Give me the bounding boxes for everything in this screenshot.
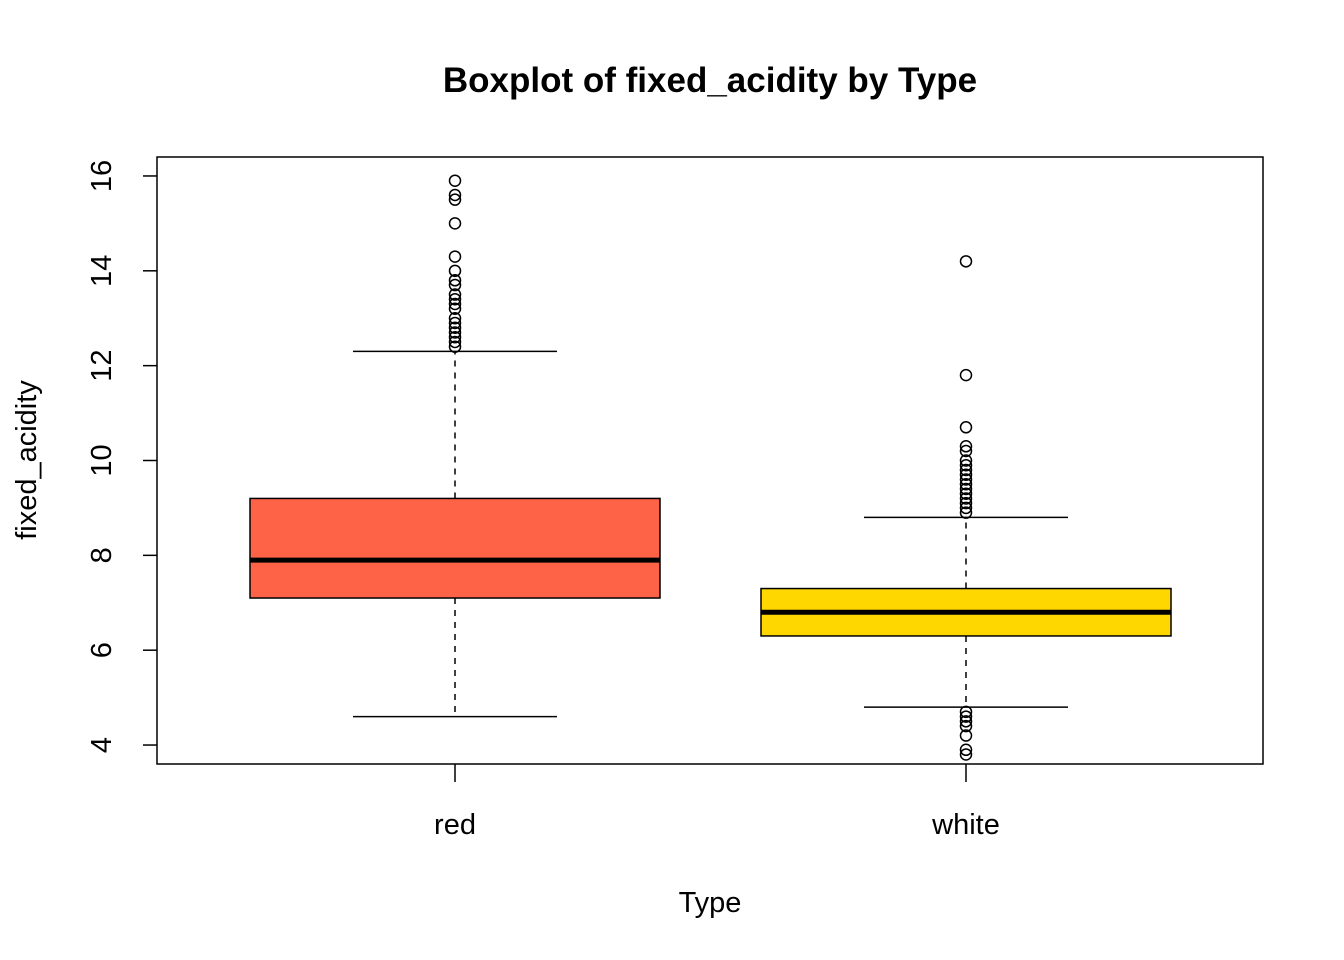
outlier-point [959, 729, 973, 742]
outlier-point [448, 264, 462, 278]
outlier-point [959, 710, 973, 723]
plot-frame [156, 156, 1264, 765]
outlier-point [448, 316, 462, 330]
outlier-point [448, 174, 462, 187]
outlier-point [448, 188, 462, 202]
outlier-point [448, 297, 462, 311]
outlier-point [448, 302, 462, 315]
y-tick-label: 16 [86, 160, 118, 192]
outlier-point [448, 340, 462, 353]
y-tick-label: 4 [86, 737, 118, 753]
outlier-point [448, 250, 462, 263]
outlier-point [448, 321, 462, 334]
outlier-point [448, 326, 462, 339]
outlier-point [959, 468, 973, 481]
y-tick-label: 8 [86, 547, 118, 563]
y-tick-label: 14 [86, 255, 118, 287]
outlier-point [959, 743, 973, 757]
outlier-point [959, 444, 973, 458]
outlier-point [959, 368, 973, 382]
outlier-point [448, 217, 462, 230]
y-axis-label: fixed_acidity [11, 380, 43, 540]
outlier-point [959, 496, 973, 510]
outlier-point [959, 482, 973, 496]
outlier-point [448, 274, 462, 287]
outlier-point [959, 473, 973, 486]
outlier-point [959, 477, 973, 491]
x-tick-label: white [931, 809, 1000, 841]
outlier-point [448, 278, 462, 292]
outlier-point [959, 454, 973, 467]
outlier-point [448, 335, 462, 349]
x-axis-label: Type [679, 887, 742, 919]
outlier-point [959, 421, 973, 434]
outlier-point [959, 487, 973, 500]
outlier-point [448, 193, 462, 206]
chart-title: Boxplot of fixed_acidity by Type [443, 61, 977, 100]
outlier-point [959, 705, 973, 719]
outlier-point [448, 330, 462, 344]
y-tick-label: 10 [86, 444, 118, 476]
outlier-point [959, 440, 973, 453]
outlier-point [959, 501, 973, 515]
x-tick-label: red [434, 809, 476, 841]
plot-area: 4 6 8 10 12 14 16 red white [86, 156, 1264, 841]
y-tick-label: 12 [86, 350, 118, 382]
outlier-point [448, 293, 462, 306]
outlier-point [959, 463, 973, 477]
outlier-point [448, 288, 462, 301]
outlier-point [959, 458, 973, 472]
outlier-point [448, 311, 462, 325]
y-tick-label: 6 [86, 642, 118, 658]
box-red [249, 497, 661, 599]
outlier-point [959, 715, 973, 728]
outlier-point [959, 492, 973, 505]
outlier-point [959, 719, 973, 733]
outlier-point [959, 748, 973, 761]
outlier-point [959, 506, 973, 519]
outlier-point [959, 255, 973, 268]
